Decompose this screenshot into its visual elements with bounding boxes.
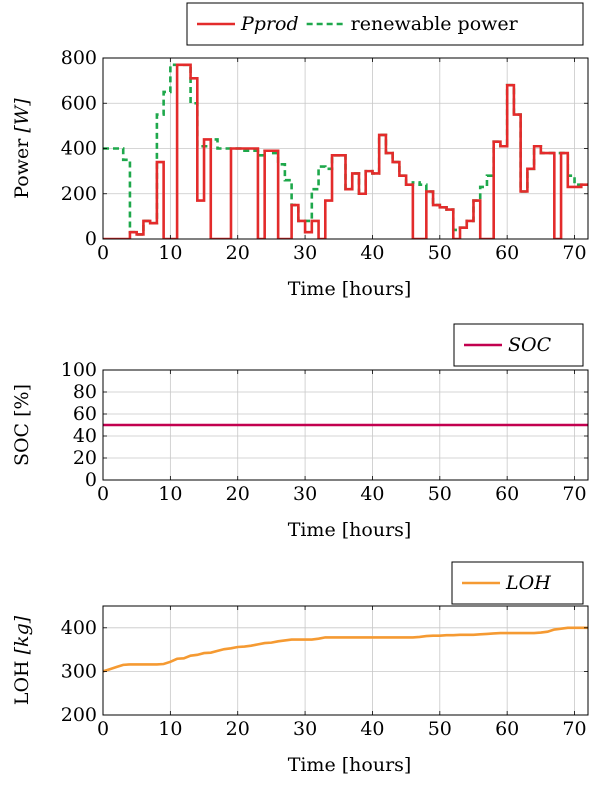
y-tick-label: 400 [61, 138, 97, 160]
y-axis-title-unit: [W] [11, 98, 33, 133]
x-tick-label: 10 [158, 718, 182, 740]
chart-loh: 0 10 20 30 40 50 60 70 200 300 400 Time [hours] LOH … [11, 561, 589, 776]
y-tick-label: 80 [73, 381, 97, 403]
x-tick-label: 20 [226, 718, 250, 740]
series-line-renewable-power [103, 63, 588, 236]
y-axis-title-unit: [kg] [11, 615, 33, 654]
y-tick-label: 40 [73, 425, 97, 447]
x-axis-title: Time [hours] [288, 519, 412, 541]
x-tick-label: 20 [226, 483, 250, 505]
legend-label-loh: LOH [505, 572, 551, 594]
series-line-loh [103, 626, 588, 673]
x-tick-label: 40 [360, 242, 384, 264]
x-tick-label: 70 [562, 242, 586, 264]
y-tick-label: 200 [61, 183, 97, 205]
legend: Pprod renewable power [186, 2, 584, 46]
y-axis-title: LOH [kg] [11, 615, 33, 705]
x-tick-label: 0 [97, 242, 109, 264]
y-tick-label: 100 [61, 359, 97, 381]
x-tick-label: 60 [495, 483, 519, 505]
legend-box [186, 2, 584, 46]
chart-power: 0 10 20 30 40 50 60 70 0 200 400 600 800 Time [hours]… [11, 2, 589, 300]
y-tick-label: 60 [73, 403, 97, 425]
x-tick-label: 40 [360, 483, 384, 505]
x-tick-label: 30 [293, 718, 317, 740]
x-tick-label: 50 [428, 718, 452, 740]
x-tick-label: 10 [158, 483, 182, 505]
x-tick-label: 50 [428, 483, 452, 505]
legend: LOH [451, 561, 584, 605]
y-axis-title: SOC [%] [11, 384, 33, 466]
x-tick-label: 60 [495, 718, 519, 740]
x-tick-label: 0 [97, 718, 109, 740]
x-tick-label: 30 [293, 242, 317, 264]
x-tick-label: 60 [495, 242, 519, 264]
legend: SOC [453, 323, 584, 367]
x-tick-label: 50 [428, 242, 452, 264]
x-tick-label: 70 [562, 483, 586, 505]
y-tick-label: 600 [61, 92, 97, 114]
x-tick-label: 20 [226, 242, 250, 264]
y-tick-label: 0 [85, 469, 97, 491]
plot-frame [102, 369, 589, 481]
series-line-pprod [103, 63, 588, 239]
x-tick-label: 70 [562, 718, 586, 740]
x-tick-label: 40 [360, 718, 384, 740]
legend-label-pprod: Pprod [240, 13, 299, 35]
legend-label-soc: SOC [508, 334, 552, 356]
y-tick-label: 800 [61, 47, 97, 69]
x-axis-title: Time [hours] [288, 278, 412, 300]
x-tick-label: 30 [293, 483, 317, 505]
x-tick-label: 0 [97, 483, 109, 505]
y-tick-label: 300 [61, 660, 97, 682]
x-axis-title: Time [hours] [288, 754, 412, 776]
y-axis-title-main: SOC [%] [11, 384, 33, 466]
y-axis-title-main: Power [11, 133, 33, 199]
plot-frame [102, 605, 589, 716]
y-axis-title-main: LOH [11, 654, 33, 705]
y-tick-label: 200 [61, 704, 97, 726]
x-tick-label: 10 [158, 242, 182, 264]
legend-label-renewable-power: renewable power [351, 13, 519, 35]
y-tick-label: 20 [73, 447, 97, 469]
y-axis-title: Power [W] [11, 98, 33, 199]
y-tick-label: 0 [85, 228, 97, 250]
y-tick-label: 400 [61, 617, 97, 639]
